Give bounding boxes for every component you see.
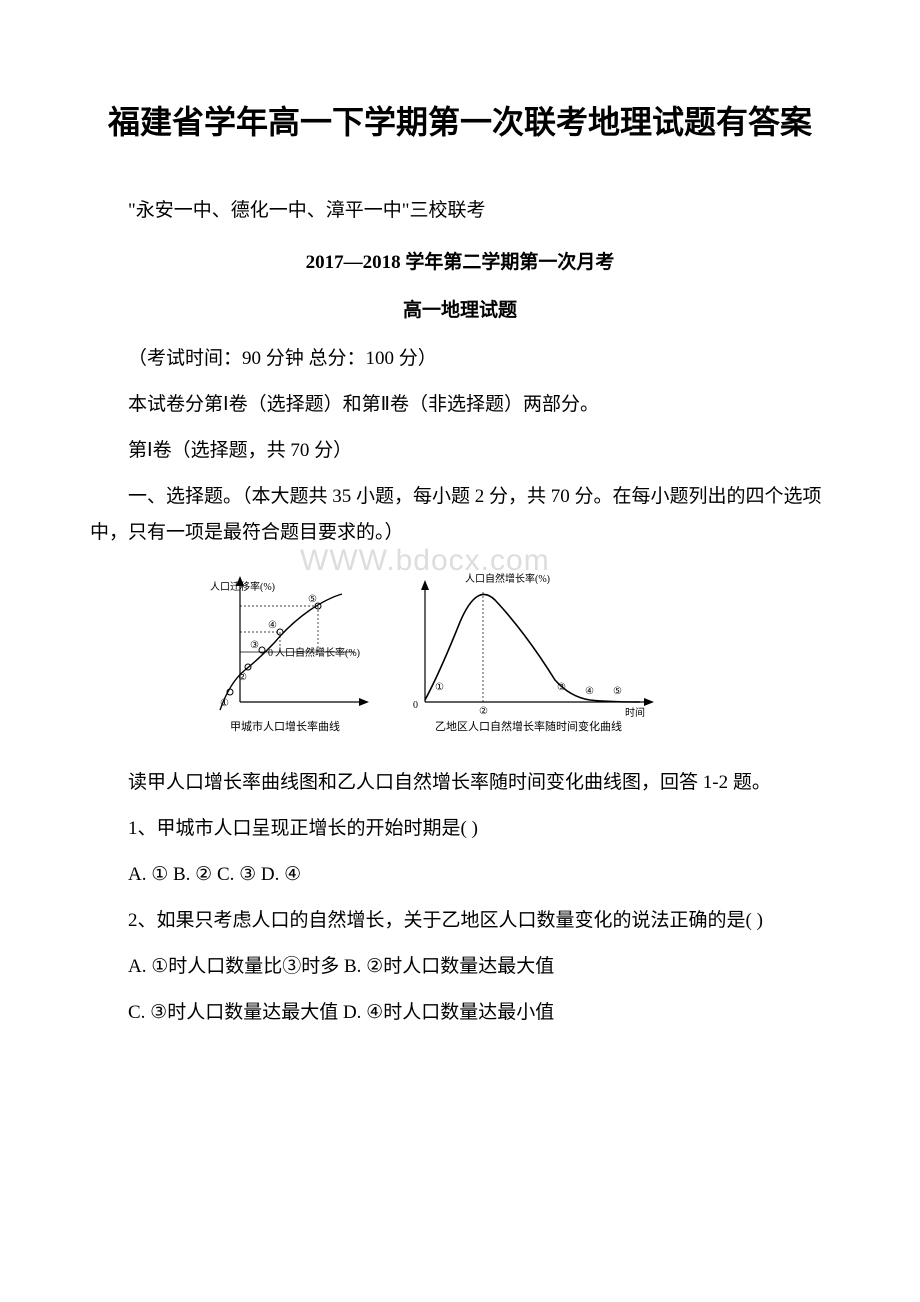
question-2: 2、如果只考虑人口的自然增长，关于乙地区人口数量变化的说法正确的是( )	[90, 903, 830, 939]
right-pt-1: ①	[435, 682, 444, 693]
right-x-label: 时间	[625, 706, 645, 719]
exam-info: （考试时间：90 分钟 总分：100 分）	[90, 341, 830, 377]
right-pt-2: ②	[479, 706, 488, 717]
chart-container: WWW.bdocx.com 人口迁移率(%) 0 人口自然增长率(%)	[200, 562, 830, 747]
question-1-options: A. ① B. ② C. ③ D. ④	[90, 857, 830, 893]
reading-prompt: 读甲人口增长率曲线图和乙人口自然增长率随时间变化曲线图，回答 1-2 题。	[90, 765, 830, 801]
left-pt-1: ①	[220, 698, 229, 709]
right-chart: 人口自然增长率(%) 0 时间 ① ② ③ ④ ⑤ 乙地区人口自然增长率随时间变…	[413, 572, 654, 733]
left-chart: 人口迁移率(%) 0 人口自然增长率(%) ① ② ③ ④ ⑤ 甲	[210, 576, 369, 733]
right-pt-4: ④	[585, 686, 594, 697]
watermark-text: WWW.bdocx.com	[300, 544, 550, 578]
part1-header: 第Ⅰ卷（选择题，共 70 分）	[90, 433, 830, 469]
right-caption: 乙地区人口自然增长率随时间变化曲线	[435, 719, 622, 733]
left-origin: 0	[268, 648, 273, 659]
schools-line: "永安一中、德化一中、漳平一中"三校联考	[90, 193, 830, 229]
left-y-label: 人口迁移率(%)	[210, 580, 275, 593]
left-x-label: 人口自然增长率(%)	[275, 646, 360, 659]
exam-header: 2017—2018 学年第二学期第一次月考	[90, 245, 830, 281]
left-pt-3: ③	[250, 640, 259, 651]
document-title: 福建省学年高一下学期第一次联考地理试题有答案	[90, 100, 830, 145]
question-1: 1、甲城市人口呈现正增长的开始时期是( )	[90, 811, 830, 847]
charts-svg: 人口迁移率(%) 0 人口自然增长率(%) ① ② ③ ④ ⑤ 甲	[200, 562, 680, 747]
subject-line: 高一地理试题	[90, 293, 830, 329]
question-2-options-line2: C. ③时人口数量达最大值 D. ④时人口数量达最小值	[90, 995, 830, 1031]
section1-intro: 一、选择题。（本大题共 35 小题，每小题 2 分，共 70 分。在每小题列出的…	[90, 479, 830, 551]
question-2-options-line1: A. ①时人口数量比③时多 B. ②时人口数量达最大值	[90, 949, 830, 985]
left-pt-4: ④	[268, 620, 277, 631]
right-pt-3: ③	[557, 682, 566, 693]
right-pt-5: ⑤	[613, 686, 622, 697]
left-pt-5: ⑤	[308, 594, 317, 605]
right-origin: 0	[413, 700, 418, 711]
paper-parts: 本试卷分第Ⅰ卷（选择题）和第Ⅱ卷（非选择题）两部分。	[90, 387, 830, 423]
left-caption: 甲城市人口增长率曲线	[230, 719, 340, 733]
left-pt-2: ②	[238, 672, 247, 683]
